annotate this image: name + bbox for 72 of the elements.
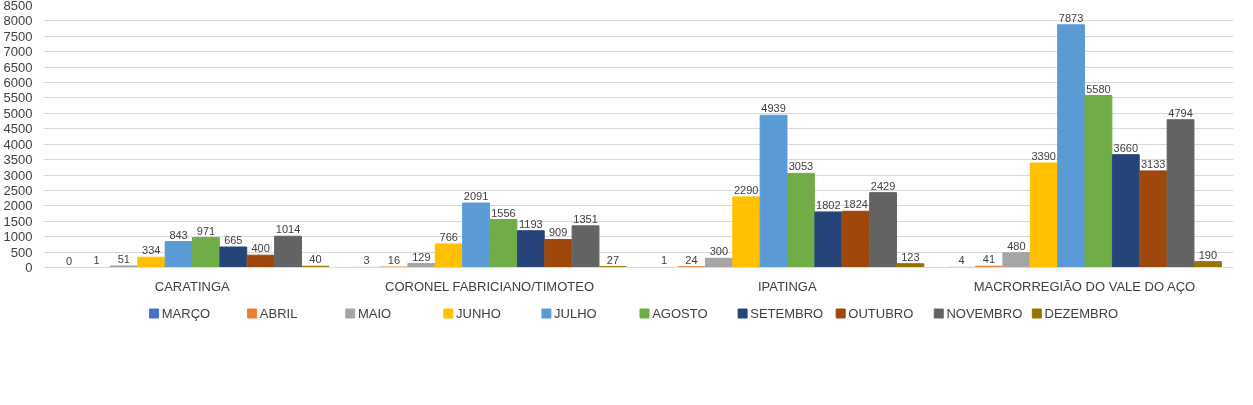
y-tick-label: 5500 — [3, 90, 33, 106]
data-label: 300 — [709, 245, 729, 258]
data-label: 1351 — [573, 212, 598, 225]
y-tick-label: 3000 — [3, 167, 33, 183]
legend-label: SETEMBRO — [750, 306, 824, 321]
data-label: 129 — [412, 250, 431, 263]
data-label: 1 — [661, 254, 668, 267]
data-label: 24 — [685, 253, 698, 266]
data-label: 334 — [142, 244, 161, 257]
data-label: 766 — [439, 230, 458, 243]
y-tick-label: 5000 — [3, 105, 33, 121]
x-tick-label: IPATINGA — [757, 278, 817, 294]
data-label: 27 — [606, 253, 620, 266]
y-tick-label: 8500 — [3, 0, 33, 13]
data-label: 971 — [196, 224, 216, 237]
data-label: 1824 — [843, 198, 868, 211]
y-tick-label: 1000 — [3, 229, 33, 245]
y-tick-label: 6000 — [3, 75, 33, 91]
legend-label: OUTUBRO — [848, 306, 914, 321]
y-tick-label: 4500 — [3, 121, 33, 137]
x-tick-label: CARATINGA — [154, 278, 231, 294]
legend-label: NOVEMBRO — [946, 306, 1023, 321]
y-tick-label: 0 — [25, 260, 33, 275]
data-label: 2290 — [733, 183, 759, 196]
data-label: 2091 — [463, 190, 489, 203]
data-label: 1 — [93, 254, 100, 267]
data-label: 909 — [549, 226, 568, 239]
legend-label: MARÇO — [161, 306, 211, 321]
data-label: 665 — [224, 234, 243, 246]
y-tick-label: 2000 — [3, 198, 33, 214]
data-label: 4 — [958, 254, 965, 267]
data-label: 51 — [117, 252, 130, 265]
data-label: 40 — [309, 253, 322, 266]
x-tick-label: MACRORREGIÃO DO VALE DO AÇO — [973, 278, 1196, 294]
legend-label: DEZEMBRO — [1044, 306, 1119, 321]
data-label: 3390 — [1031, 150, 1056, 163]
y-tick-label: 7000 — [3, 44, 33, 60]
data-label: 5580 — [1086, 82, 1111, 95]
y-tick-label: 3500 — [3, 152, 33, 168]
y-tick-label: 8000 — [3, 13, 33, 29]
data-label: 3 — [363, 254, 370, 267]
data-label: 4794 — [1168, 106, 1193, 119]
legend-label: JULHO — [554, 306, 597, 321]
data-label: 0 — [66, 254, 73, 267]
y-tick-label: 2500 — [3, 182, 33, 198]
data-label: 190 — [1198, 248, 1218, 261]
data-label: 123 — [901, 250, 920, 263]
legend-label: MAIO — [357, 306, 392, 321]
data-label: 16 — [387, 254, 401, 267]
data-label: 480 — [1007, 239, 1026, 252]
data-label: 400 — [251, 242, 270, 255]
data-label: 4939 — [761, 102, 786, 115]
legend-label: ABRIL — [259, 306, 298, 321]
data-label: 843 — [169, 228, 188, 241]
y-tick-label: 1500 — [3, 213, 33, 229]
data-label: 3133 — [1140, 157, 1166, 170]
data-label: 41 — [982, 253, 996, 266]
data-label: 1014 — [275, 223, 301, 236]
x-tick-label: CORONEL FABRICIANO/TIMOTEO — [385, 278, 594, 294]
data-label: 1802 — [816, 198, 841, 211]
data-label: 1556 — [491, 206, 516, 219]
data-label: 1193 — [518, 217, 543, 230]
data-label: 3053 — [788, 160, 814, 173]
y-tick-label: 7500 — [3, 28, 33, 44]
data-label: 7873 — [1058, 11, 1084, 24]
data-label: 2429 — [870, 179, 896, 192]
legend-label: JUNHO — [456, 306, 501, 321]
legend-label: AGOSTO — [652, 306, 708, 321]
y-tick-label: 500 — [10, 244, 33, 260]
y-tick-label: 4000 — [3, 136, 33, 152]
data-label: 3660 — [1113, 141, 1139, 154]
y-tick-label: 6500 — [3, 59, 33, 75]
